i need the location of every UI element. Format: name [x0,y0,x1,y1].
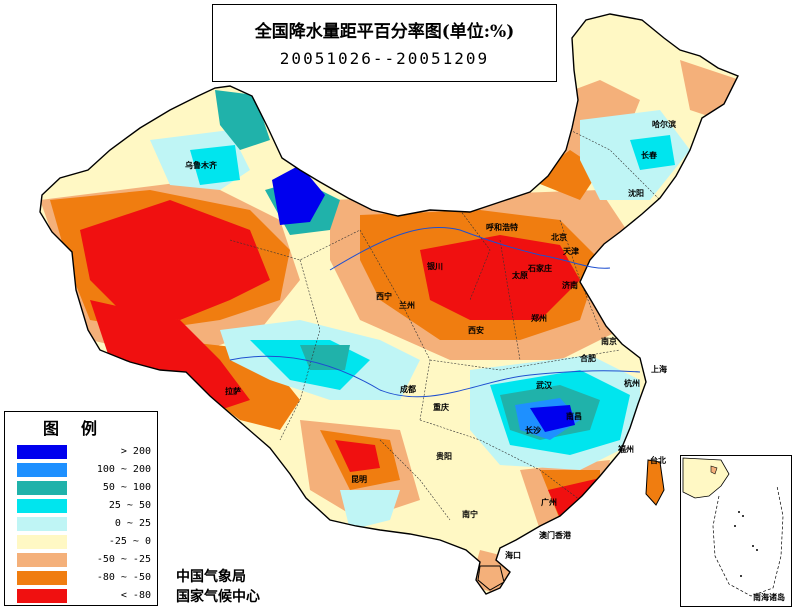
legend-label: > 200 [120,446,151,457]
city-label-hangzhou: 杭州 [624,379,640,388]
city-label-xian: 西安 [468,326,484,335]
rivers [229,226,641,398]
legend-item: 0 ~ 25 [17,517,157,533]
legend-item: -80 ~ -50 [17,571,157,587]
city-label-guangzhou: 广州 [541,498,557,507]
city-label-macau-hongkong: 澳门香港 [539,531,571,540]
inset-map [682,457,784,597]
legend-label: 50 ~ 100 [102,482,151,493]
legend-label: 100 ~ 200 [96,464,151,475]
legend-swatch [17,553,67,567]
legend-swatch [17,481,67,495]
legend-label: 25 ~ 50 [108,500,151,511]
legend-item: 25 ~ 50 [17,499,157,515]
city-label-kunming: 昆明 [351,475,367,484]
legend-swatch [17,571,67,585]
city-label-nanning: 南宁 [462,510,478,519]
legend-item: < -80 [17,589,157,605]
legend-title: 图例 [42,419,119,438]
city-label-changsha: 长沙 [525,426,541,435]
legend-swatch [17,463,67,477]
city-label-lanzhou: 兰州 [399,301,415,310]
city-label-jinan: 济南 [562,281,578,290]
city-label-yinchuan: 银川 [427,262,443,271]
city-label-shijiazhuang: 石家庄 [528,264,552,273]
hainan-shape [477,565,505,591]
legend-label: -25 ~ 0 [108,536,151,547]
city-label-wuhan: 武汉 [536,381,552,390]
city-label-chengdu: 成都 [400,385,416,394]
city-label-fuzhou: 福州 [618,445,634,454]
city-label-chongqing: 重庆 [433,403,449,412]
city-label-changchun: 长春 [641,151,657,160]
city-label-zhengzhou: 郑州 [531,314,547,323]
taiwan-shape [645,459,665,506]
city-label-hohhot: 呼和浩特 [486,223,518,232]
inset-label: 南海诸岛 [753,593,785,602]
legend-label: -80 ~ -50 [96,572,151,583]
city-label-beijing: 北京 [551,233,567,242]
map-title-box: 全国降水量距平百分率图(单位:%) 20051026--20051209 [212,4,557,82]
legend-item: 50 ~ 100 [17,481,157,497]
credit-ncc: 国家气候中心 [176,589,260,605]
legend-label: 0 ~ 25 [114,518,151,529]
legend-item: > 200 [17,445,157,461]
city-label-nanjing: 南京 [601,337,617,346]
legend-swatch [17,445,67,459]
city-label-taipei: 台北 [650,456,666,465]
legend-item: 100 ~ 200 [17,463,157,479]
legend-swatch [17,535,67,549]
city-label-haikou: 海口 [505,551,521,560]
legend-label: < -80 [120,590,151,601]
city-label-hefei: 合肥 [580,354,596,363]
legend-label: -50 ~ -25 [96,554,151,565]
city-label-shanghai: 上海 [651,365,667,374]
legend-swatch [17,589,67,603]
city-label-lhasa: 拉萨 [225,387,241,396]
legend-item: -50 ~ -25 [17,553,157,569]
legend-swatch [17,517,67,531]
city-label-urumqi: 乌鲁木齐 [185,161,217,170]
city-label-taiyuan: 太原 [512,271,528,280]
south-china-sea-inset: 南海诸岛 [680,455,792,607]
legend: 图例 > 200 100 ~ 200 50 ~ 100 25 ~ 50 0 ~ … [4,411,158,606]
date-range: 20051026--20051209 [279,49,490,68]
china-outline [39,13,739,595]
legend-swatch [17,499,67,513]
city-label-tianjin: 天津 [563,247,579,256]
city-label-shenyang: 沈阳 [628,189,644,198]
city-label-guiyang: 贵阳 [436,452,452,461]
city-label-xining: 西宁 [376,292,392,301]
legend-item: -25 ~ 0 [17,535,157,551]
credit-cma: 中国气象局 [176,569,246,585]
city-label-harbin: 哈尔滨 [652,120,676,129]
city-label-nanchang: 南昌 [566,412,582,421]
map-title: 全国降水量距平百分率图(单位:%) [254,22,515,42]
province-boundaries [229,129,661,521]
